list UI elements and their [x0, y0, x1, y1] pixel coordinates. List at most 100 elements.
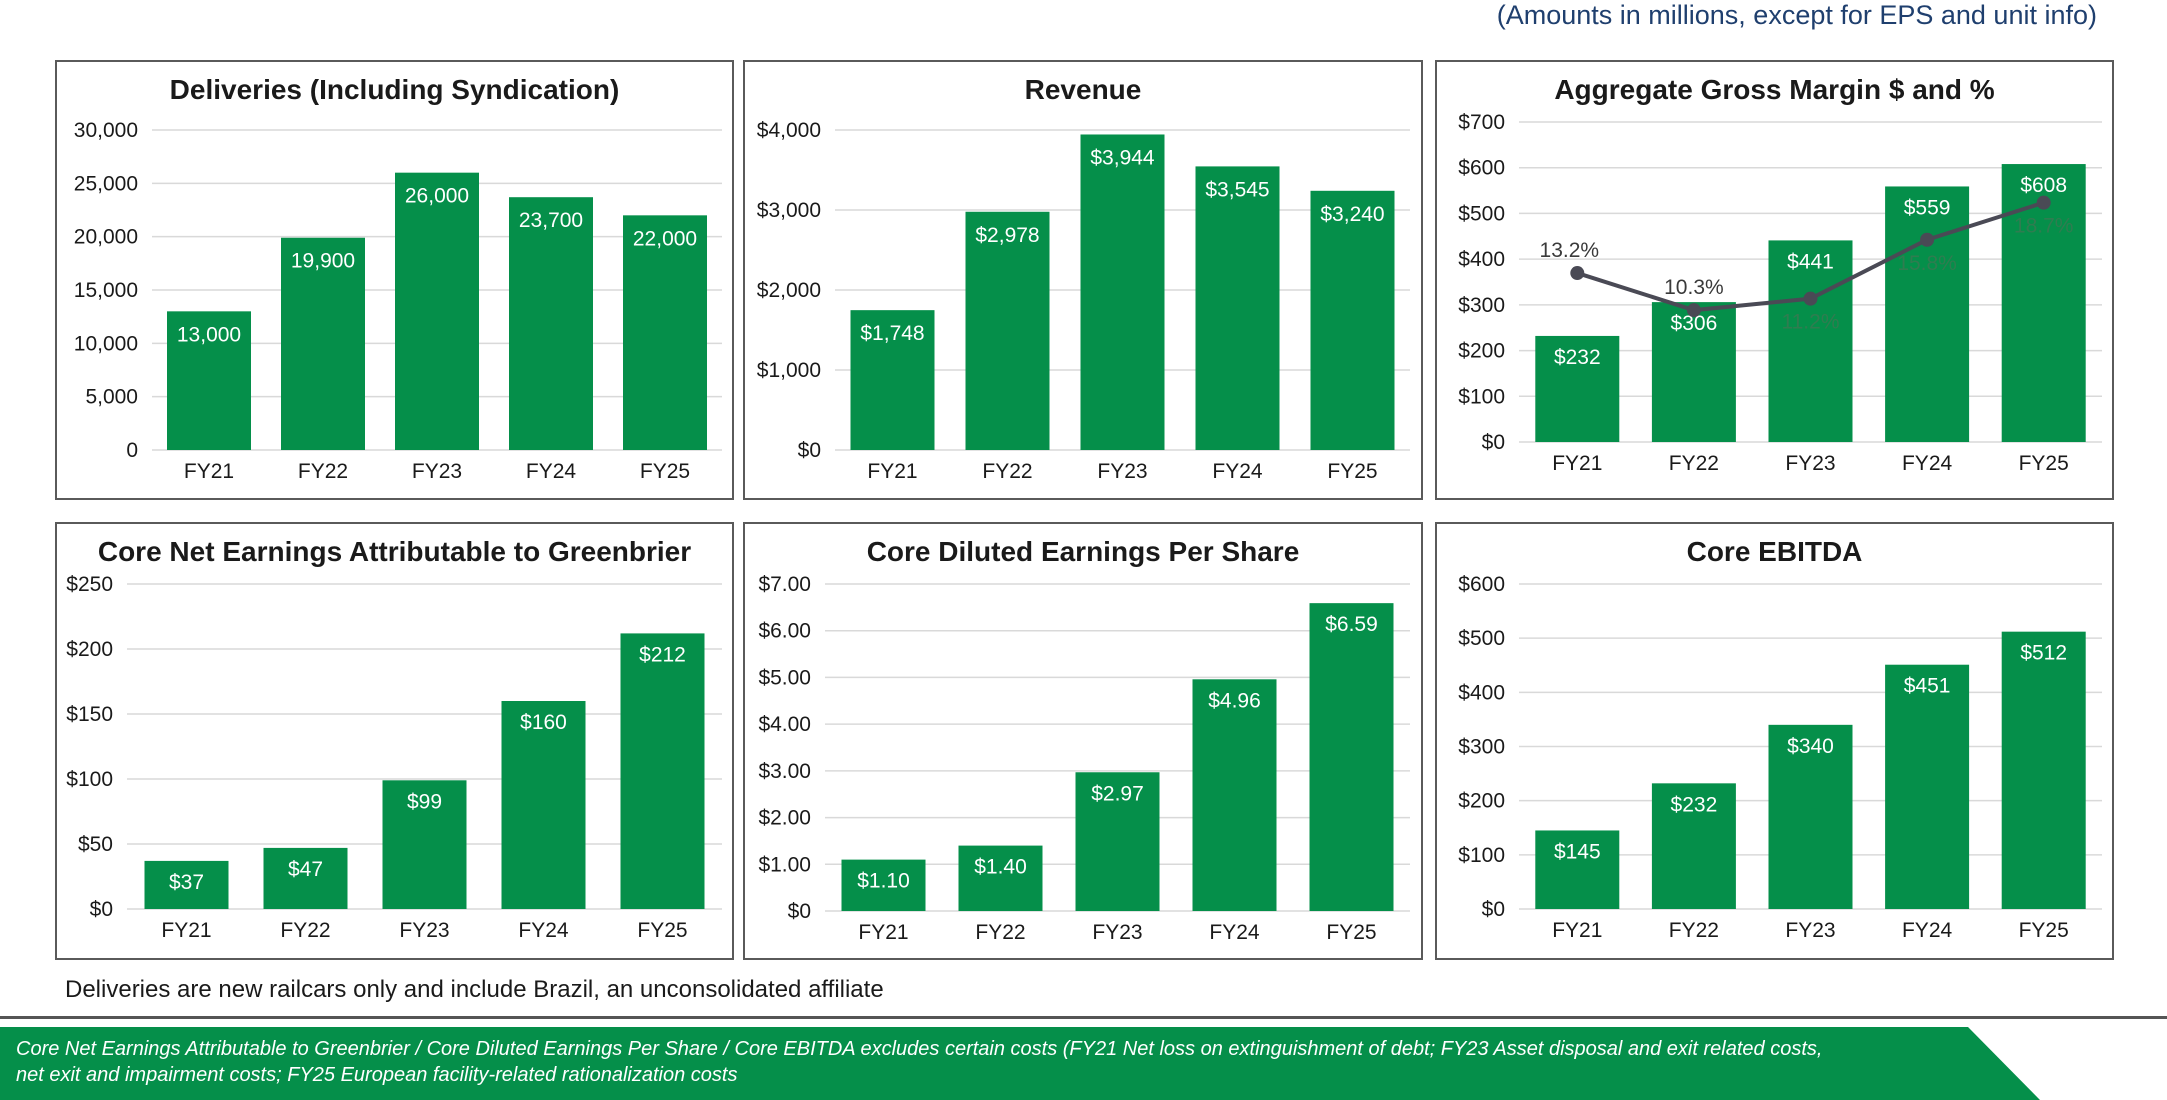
units-subtitle: (Amounts in millions, except for EPS and…: [1496, 0, 2097, 30]
x-tick-label: FY25: [2019, 919, 2069, 942]
x-tick-label: FY22: [1669, 452, 1719, 475]
bar: [382, 780, 467, 909]
x-tick-label: FY21: [858, 921, 908, 944]
bar-value-label: $1.10: [857, 870, 910, 893]
chart-title: Aggregate Gross Margin $ and %: [1554, 74, 1995, 105]
x-tick-label: FY24: [1209, 921, 1260, 944]
x-tick-label: FY23: [1785, 919, 1835, 942]
deliveries-chart: 0 5,000 10,000 15,000 20,000 25,000 30,000 13,0…: [74, 119, 722, 483]
bar: [1535, 830, 1620, 909]
bar: [1309, 603, 1394, 911]
bar-value-label: $4.96: [1208, 689, 1261, 712]
y-tick-label: $4,000: [757, 119, 821, 142]
y-tick-label: $100: [1458, 385, 1505, 408]
margin-pct-point: [1803, 291, 1818, 306]
y-tick-label: $500: [1458, 202, 1505, 225]
bar-value-label: $340: [1787, 735, 1834, 758]
bar: [1651, 783, 1736, 909]
x-tick-label: FY24: [526, 460, 577, 483]
y-tick-label: $1,000: [757, 359, 821, 382]
y-tick-label: $50: [78, 833, 113, 856]
margin-pct-point: [1686, 303, 1701, 318]
x-tick-label: FY23: [399, 919, 449, 942]
margin-pct-label: 13.2%: [1540, 239, 1600, 262]
bar-value-label: $3,944: [1090, 146, 1155, 169]
core-net-earnings-chart: $0 $50 $100 $150 $200 $250 $37 FY21 $47 FY22 $99 FY…: [66, 573, 722, 942]
y-tick-label: 25,000: [74, 172, 138, 195]
bar-value-label: $3,545: [1205, 178, 1269, 201]
y-tick-label: $600: [1458, 573, 1505, 596]
chart-title: Core Net Earnings Attributable to Greenb…: [97, 536, 692, 567]
core-eps-chart: $0 $1.00 $2.00 $3.00 $4.00 $5.00 $6.00 $7.00 $1.…: [758, 573, 1410, 944]
x-tick-label: FY24: [1902, 452, 1953, 475]
y-tick-label: $300: [1458, 736, 1505, 759]
bar-value-label: $2,978: [975, 224, 1039, 247]
y-tick-label: 10,000: [74, 332, 138, 355]
bar: [263, 847, 348, 909]
x-tick-label: FY25: [1327, 460, 1377, 483]
y-tick-label: $150: [66, 703, 113, 726]
y-tick-label: $200: [1458, 790, 1505, 813]
footer-divider: [0, 1016, 2167, 1019]
x-tick-label: FY25: [2019, 452, 2069, 475]
x-tick-label: FY24: [1902, 919, 1953, 942]
y-tick-label: 15,000: [74, 279, 138, 302]
bar-value-label: $1,748: [860, 322, 924, 345]
chart-title: Core EBITDA: [1686, 536, 1863, 567]
bar-value-label: $37: [169, 871, 204, 894]
bar-value-label: $441: [1787, 250, 1834, 273]
core-eps-chart-panel: Core Diluted Earnings Per Share $0 $1.00 $…: [743, 522, 1423, 960]
y-tick-label: $0: [1482, 431, 1505, 454]
gross-margin-chart: $0 $100 $200 $300 $400 $500 $600 $700 $232 FY21 $3…: [1458, 111, 2102, 475]
y-tick-label: $2.00: [758, 807, 811, 830]
bar-value-label: $145: [1554, 840, 1601, 863]
y-tick-label: $400: [1458, 248, 1505, 271]
chart-title: Deliveries (Including Syndication): [169, 74, 620, 105]
bar: [1080, 134, 1165, 450]
margin-pct-point: [2036, 195, 2051, 210]
x-tick-label: FY25: [637, 919, 687, 942]
footer-band: [0, 1027, 2040, 1100]
core-net-earnings-chart-panel: Core Net Earnings Attributable to Greenb…: [55, 522, 734, 960]
gross-margin-chart-panel: Aggregate Gross Margin $ and % $0 $100 $20…: [1435, 60, 2114, 500]
y-tick-label: $6.00: [758, 620, 811, 643]
bar: [1192, 679, 1277, 911]
bar-value-label: 26,000: [405, 185, 469, 208]
bar: [1768, 240, 1853, 442]
y-tick-label: $700: [1458, 111, 1505, 134]
y-tick-label: $200: [66, 638, 113, 661]
core-ebitda-chart-panel: Core EBITDA $0 $100 $200 $300 $400 $500 $600 $1…: [1435, 522, 2114, 960]
revenue-chart-panel: Revenue $0 $1,000 $2,000 $3,000 $4,000 $1,748…: [743, 60, 1423, 500]
x-tick-label: FY23: [412, 460, 462, 483]
y-tick-label: $250: [66, 573, 113, 596]
y-tick-label: $3,000: [757, 199, 821, 222]
bar-value-label: $160: [520, 711, 567, 734]
x-tick-label: FY23: [1785, 452, 1835, 475]
bar: [2001, 631, 2086, 909]
bar-value-label: $3,240: [1320, 203, 1384, 226]
bar: [1195, 166, 1280, 450]
bar: [281, 237, 365, 450]
bar: [841, 859, 926, 911]
bar-value-label: 19,900: [291, 250, 355, 273]
margin-pct-label: 10.3%: [1664, 276, 1724, 299]
x-tick-label: FY23: [1092, 921, 1142, 944]
deliveries-footnote: Deliveries are new railcars only and inc…: [65, 976, 884, 1003]
y-tick-label: $0: [798, 439, 821, 462]
chart-title: Core Diluted Earnings Per Share: [866, 536, 1300, 567]
x-tick-label: FY24: [1212, 460, 1263, 483]
x-tick-label: FY21: [184, 460, 234, 483]
y-tick-label: 20,000: [74, 226, 138, 249]
y-tick-label: $0: [1482, 898, 1505, 921]
x-tick-label: FY21: [867, 460, 917, 483]
chart-title: Revenue: [1024, 74, 1142, 105]
bar-value-label: $512: [2020, 642, 2067, 665]
bar: [1310, 190, 1395, 451]
x-tick-label: FY21: [161, 919, 211, 942]
bar-value-label: 22,000: [633, 227, 697, 250]
x-tick-label: FY21: [1552, 452, 1602, 475]
footer-disclaimer: Core Net Earnings Attributable to Greenb…: [16, 1036, 1916, 1088]
y-tick-label: $100: [1458, 844, 1505, 867]
y-tick-label: $0: [788, 900, 811, 923]
x-tick-label: FY23: [1097, 460, 1147, 483]
